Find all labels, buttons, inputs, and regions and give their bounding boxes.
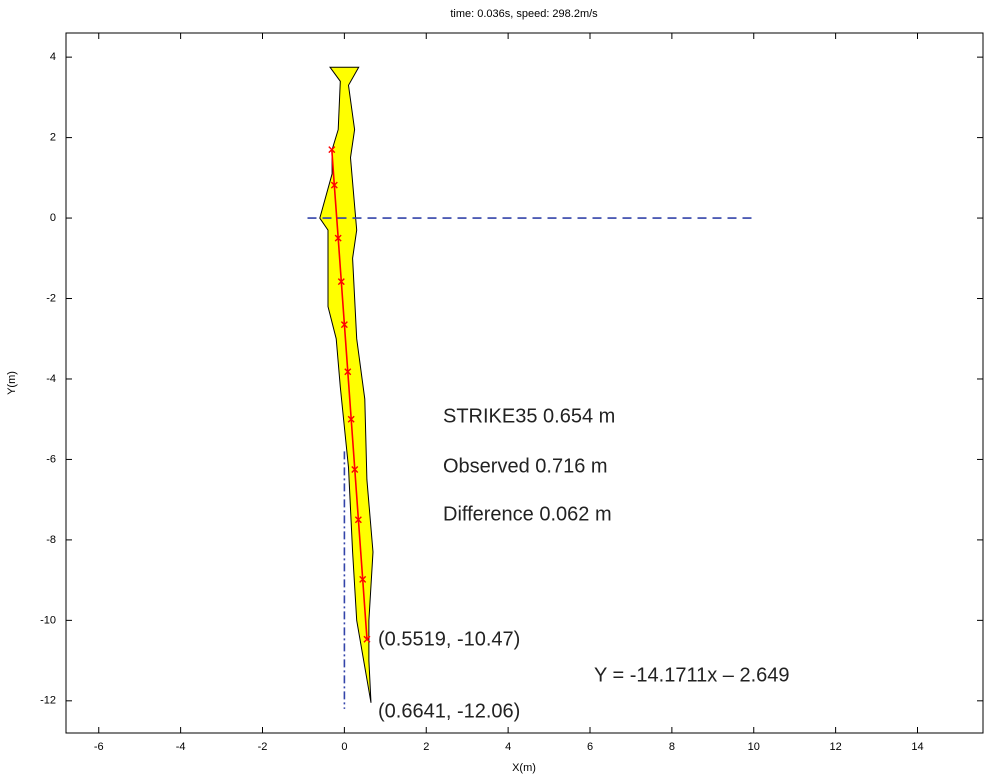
annotation: (0.6641, -12.06) bbox=[378, 700, 520, 722]
plot-area bbox=[66, 33, 983, 733]
x-tick-label: 4 bbox=[505, 741, 511, 753]
marker bbox=[330, 181, 338, 189]
x-tick-label: -4 bbox=[176, 741, 186, 753]
marker bbox=[351, 465, 359, 473]
x-tick-label: 8 bbox=[669, 741, 675, 753]
x-tick-label: -6 bbox=[94, 741, 104, 753]
annotation: (0.5519, -10.47) bbox=[378, 628, 520, 650]
x-tick-label: 6 bbox=[587, 741, 593, 753]
y-tick-label: 4 bbox=[50, 51, 56, 63]
marker bbox=[347, 415, 355, 423]
annotation: Y = -14.1711x – 2.649 bbox=[594, 664, 790, 686]
annotation: Observed 0.716 m bbox=[443, 455, 608, 477]
x-tick-label: 2 bbox=[423, 741, 429, 753]
y-tick-label: -8 bbox=[46, 534, 56, 546]
y-tick-label: -10 bbox=[40, 614, 56, 626]
annotation: STRIKE35 0.654 m bbox=[443, 405, 615, 427]
y-tick-label: -6 bbox=[46, 453, 56, 465]
marker bbox=[340, 321, 348, 329]
annotation: Difference 0.062 m bbox=[443, 503, 612, 525]
axes-box bbox=[65, 32, 984, 734]
marker bbox=[334, 234, 342, 242]
y-tick-label: -2 bbox=[46, 292, 56, 304]
chart-title: time: 0.036s, speed: 298.2m/s bbox=[450, 8, 598, 20]
x-tick-label: 14 bbox=[911, 741, 923, 753]
y-tick-label: 2 bbox=[50, 132, 56, 144]
x-tick-label: 12 bbox=[830, 741, 842, 753]
y-tick-label: 0 bbox=[50, 212, 56, 224]
marker bbox=[363, 635, 371, 643]
y-tick-label: -12 bbox=[40, 695, 56, 707]
y-axis-label: Y(m) bbox=[6, 371, 18, 395]
y-tick-label: -4 bbox=[46, 373, 56, 385]
x-axis-label: X(m) bbox=[512, 762, 536, 774]
x-tick-label: 10 bbox=[748, 741, 760, 753]
marker bbox=[354, 516, 362, 524]
marker bbox=[344, 368, 352, 376]
marker bbox=[359, 575, 367, 583]
marker bbox=[328, 146, 336, 154]
x-tick-label: -2 bbox=[258, 741, 268, 753]
x-tick-label: 0 bbox=[341, 741, 347, 753]
marker bbox=[337, 278, 345, 286]
